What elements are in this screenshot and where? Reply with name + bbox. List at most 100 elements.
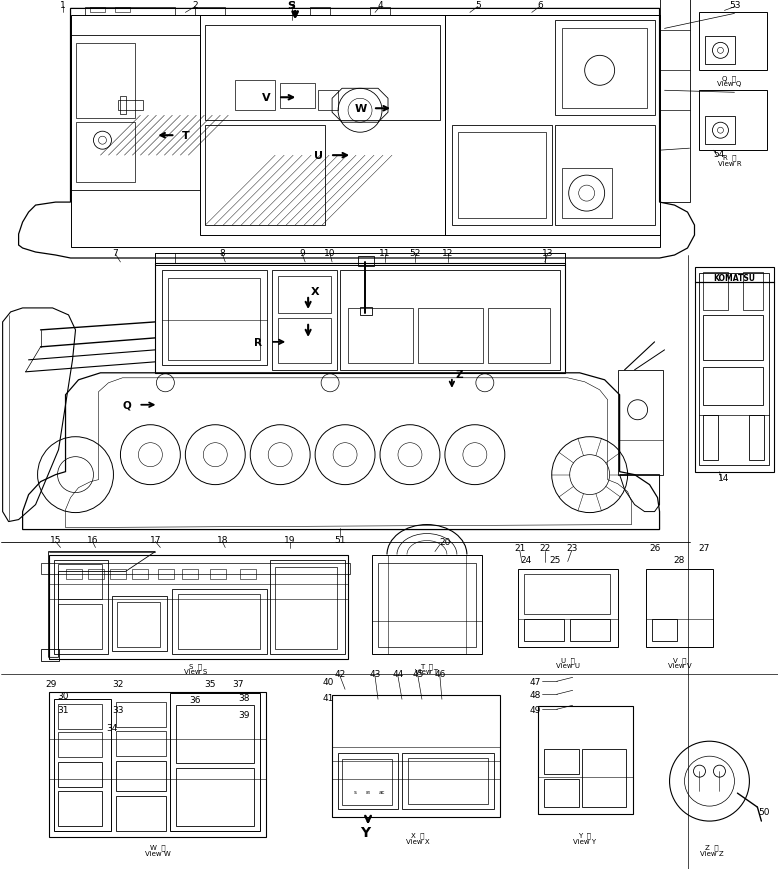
Text: 18: 18 [217, 535, 228, 544]
Text: 46: 46 [434, 669, 446, 678]
Text: Y: Y [360, 825, 370, 839]
Bar [278, 276, 331, 314]
Bar [118, 101, 143, 111]
Bar [703, 368, 763, 405]
Bar [58, 705, 103, 729]
Bar [700, 91, 767, 151]
Bar [488, 308, 550, 363]
Bar [370, 9, 390, 17]
Text: 1: 1 [60, 1, 65, 10]
Text: 21: 21 [514, 543, 526, 553]
Bar [358, 256, 374, 267]
Text: Y  視: Y 視 [578, 832, 591, 839]
Text: 42: 42 [334, 669, 346, 678]
Bar [569, 620, 610, 641]
Bar [660, 0, 689, 202]
Bar [749, 415, 764, 461]
Bar [555, 22, 654, 116]
Text: View T: View T [415, 668, 439, 674]
Bar [178, 594, 260, 650]
Bar [523, 620, 564, 641]
Bar [172, 590, 267, 654]
Text: 32: 32 [113, 679, 124, 688]
Text: 34: 34 [107, 723, 118, 732]
Text: X  視: X 視 [411, 832, 425, 839]
Text: ac: ac [379, 789, 386, 793]
Bar [155, 263, 565, 374]
Bar [703, 273, 728, 310]
Text: View Z: View Z [700, 850, 724, 856]
Bar [41, 563, 350, 574]
Bar [703, 315, 763, 361]
Text: 14: 14 [717, 474, 729, 482]
Bar [280, 84, 315, 109]
Bar [58, 565, 103, 600]
Bar [618, 370, 663, 475]
Text: 11: 11 [379, 249, 391, 257]
Text: X: X [311, 287, 319, 296]
Text: 19: 19 [284, 535, 296, 544]
Bar [58, 733, 103, 757]
Bar [378, 563, 476, 647]
Bar [340, 270, 560, 370]
Text: 10: 10 [324, 249, 336, 257]
Text: View S: View S [184, 668, 207, 674]
Text: 36: 36 [189, 695, 201, 704]
Text: View V: View V [668, 662, 691, 668]
Bar [54, 700, 111, 831]
Text: View W: View W [144, 850, 171, 856]
Bar [71, 17, 660, 248]
Text: T  視: T 視 [421, 662, 433, 669]
Bar [348, 308, 413, 363]
Text: 8: 8 [220, 249, 225, 257]
Bar [58, 605, 103, 650]
Bar [562, 30, 647, 109]
Bar [111, 570, 126, 580]
Text: 7: 7 [113, 249, 118, 257]
Bar [116, 732, 167, 756]
Bar [452, 126, 552, 226]
Bar [518, 570, 618, 647]
Bar [54, 560, 108, 654]
Bar [402, 753, 494, 809]
Bar [48, 555, 348, 660]
Bar [121, 97, 126, 115]
Bar [360, 308, 372, 315]
Text: S: S [287, 2, 295, 11]
Text: 35: 35 [205, 679, 216, 688]
Bar [445, 17, 660, 235]
Text: 24: 24 [520, 555, 531, 564]
Bar [86, 9, 175, 17]
Text: 31: 31 [57, 705, 69, 714]
Text: Z  視: Z 視 [705, 844, 718, 851]
Bar [555, 126, 654, 226]
Bar [544, 779, 579, 807]
Text: 13: 13 [542, 249, 554, 257]
Text: V  視: V 視 [673, 656, 686, 663]
Text: 3: 3 [289, 1, 295, 10]
Bar [418, 308, 483, 363]
Text: 4: 4 [377, 1, 382, 10]
Bar [275, 567, 337, 650]
Bar [210, 570, 226, 580]
Text: R: R [254, 337, 263, 348]
Text: 16: 16 [86, 535, 98, 544]
Text: 43: 43 [369, 669, 381, 678]
Text: 12: 12 [442, 249, 453, 257]
Text: View Y: View Y [573, 838, 596, 844]
Text: T: T [182, 131, 189, 141]
Text: V: V [262, 93, 270, 103]
Text: 6: 6 [537, 1, 543, 10]
Bar [695, 268, 774, 472]
Text: View U: View U [555, 662, 580, 668]
Bar [171, 693, 260, 831]
Bar [408, 759, 488, 804]
Bar [338, 753, 398, 809]
Bar [115, 9, 130, 13]
Bar [544, 749, 579, 774]
Bar [162, 270, 267, 365]
Bar [48, 693, 266, 837]
Bar [90, 9, 105, 13]
Bar [118, 603, 160, 647]
Bar [58, 791, 103, 826]
